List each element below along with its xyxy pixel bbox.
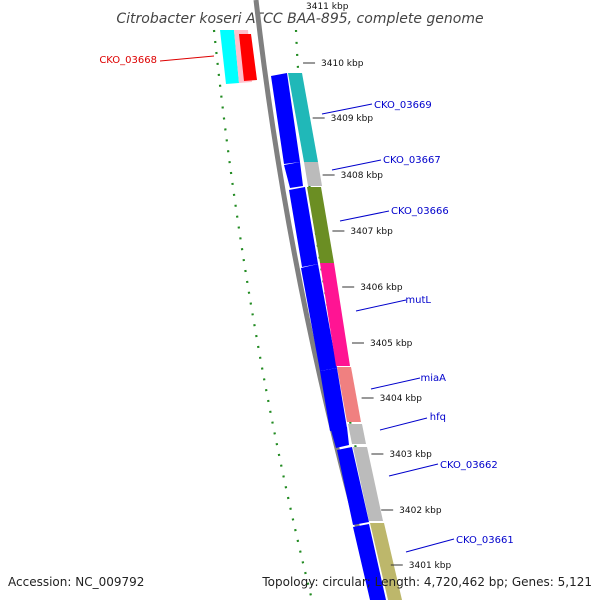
cds-arrow-3 xyxy=(289,187,318,267)
cds-arrow-2 xyxy=(284,162,303,188)
gene-label-line-CKO_03666 xyxy=(339,210,390,222)
gene-label-CKO_03667: CKO_03667 xyxy=(383,155,441,166)
gene-label-line-CKO_03661 xyxy=(405,538,455,553)
kbp-tick-label-7: 3404 kbp xyxy=(380,394,423,404)
feature-top-cyan xyxy=(220,30,239,84)
kbp-tick-label-6: 3405 kbp xyxy=(370,339,413,349)
cds-arrow-1 xyxy=(271,73,300,164)
gene-block-CKO_03669 xyxy=(288,73,318,162)
kbp-tick-label-8: 3403 kbp xyxy=(389,450,432,460)
gene-block-mutL xyxy=(320,263,350,366)
gene-block-hfq xyxy=(348,424,366,444)
gene-label-CKO_03661: CKO_03661 xyxy=(456,535,514,546)
accession-text: Accession: NC_009792 xyxy=(8,575,144,589)
kbp-tick-label-3: 3408 kbp xyxy=(341,171,384,181)
gene-label-CKO_03668: CKO_03668 xyxy=(99,55,157,66)
gene-block-CKO_03661 xyxy=(370,523,402,600)
gene-label-CKO_03669: CKO_03669 xyxy=(374,100,432,111)
kbp-tick-label-1: 3410 kbp xyxy=(321,59,364,69)
genome-summary-text: Topology: circular; Length: 4,720,462 bp… xyxy=(261,575,592,589)
gene-label-miaA: miaA xyxy=(421,373,447,384)
kbp-tick-label-10: 3401 kbp xyxy=(409,561,452,571)
cds-arrow-8 xyxy=(353,524,386,600)
kbp-tick-label-2: 3409 kbp xyxy=(331,114,374,124)
gene-label-CKO_03666: CKO_03666 xyxy=(391,206,449,217)
gene-label-mutL: mutL xyxy=(405,295,431,306)
gene-label-line-mutL xyxy=(355,299,407,312)
kbp-tick-label-5: 3406 kbp xyxy=(360,283,403,293)
feature-top-red xyxy=(239,34,257,81)
gene-label-hfq: hfq xyxy=(430,412,446,423)
top-tick-label: 3411 kbp xyxy=(306,2,349,12)
gene-label-line-CKO_03662 xyxy=(388,463,439,477)
gene-label-CKO_03662: CKO_03662 xyxy=(440,460,498,471)
gene-label-line-CKO_03667 xyxy=(331,159,382,171)
kbp-tick-label-9: 3402 kbp xyxy=(399,506,442,516)
map-tracks: CKO_03668 CKO_03669 CKO_03667 CKO_03666 mutL… xyxy=(99,0,514,600)
gene-block-CKO_03667 xyxy=(304,162,322,186)
gene-label-line-CKO_03668 xyxy=(159,55,215,62)
gene-block-CKO_03666 xyxy=(307,187,334,263)
cds-arrow-5 xyxy=(320,368,347,431)
cds-arrow-7 xyxy=(337,447,369,525)
map-title: Citrobacter koseri ATCC BAA-895, complet… xyxy=(116,11,483,27)
kbp-tick-label-4: 3407 kbp xyxy=(350,227,393,237)
cds-arrow-6 xyxy=(331,427,349,448)
gene-block-CKO_03662 xyxy=(353,447,383,521)
gene-label-line-miaA xyxy=(370,377,421,390)
gene-block-miaA xyxy=(337,367,361,422)
gene-label-line-CKO_03669 xyxy=(321,103,373,115)
cds-arrow-4 xyxy=(301,264,337,371)
gene-label-line-hfq xyxy=(379,417,428,431)
